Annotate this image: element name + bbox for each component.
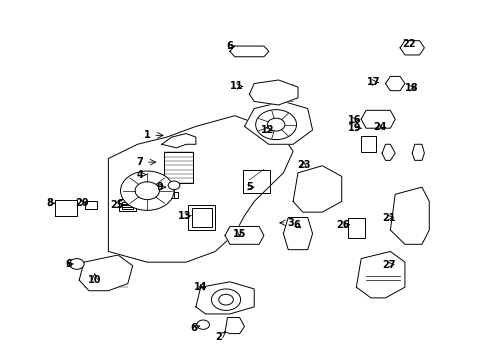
Polygon shape: [244, 102, 312, 144]
Polygon shape: [229, 46, 268, 57]
Text: 23: 23: [297, 159, 310, 170]
Bar: [361, 136, 375, 152]
Bar: [122, 202, 133, 204]
Text: 9: 9: [156, 182, 163, 192]
Bar: [191, 208, 211, 227]
Text: 14: 14: [194, 282, 207, 292]
Polygon shape: [79, 255, 132, 291]
Circle shape: [218, 294, 233, 305]
Circle shape: [267, 118, 285, 131]
Text: 17: 17: [366, 77, 380, 87]
Text: 16: 16: [347, 115, 361, 125]
Text: 18: 18: [404, 83, 417, 93]
Text: 6: 6: [226, 41, 233, 51]
Text: 2: 2: [215, 332, 222, 342]
Text: 21: 21: [382, 212, 395, 222]
Polygon shape: [249, 80, 297, 105]
Text: 15: 15: [232, 229, 246, 239]
Text: 6: 6: [292, 220, 299, 230]
Circle shape: [255, 110, 296, 140]
Polygon shape: [55, 200, 77, 216]
Polygon shape: [399, 41, 424, 55]
Text: 10: 10: [88, 275, 102, 285]
Circle shape: [168, 181, 180, 190]
Polygon shape: [162, 134, 196, 148]
Bar: [170, 192, 178, 198]
Polygon shape: [224, 318, 244, 334]
Polygon shape: [389, 187, 428, 244]
Text: 27: 27: [382, 260, 395, 270]
Polygon shape: [361, 111, 394, 128]
Circle shape: [120, 171, 174, 210]
Polygon shape: [292, 166, 341, 212]
Bar: [122, 207, 133, 209]
Bar: [264, 127, 283, 134]
Text: 24: 24: [372, 122, 386, 132]
Text: 19: 19: [347, 123, 361, 133]
Text: 3: 3: [287, 218, 293, 228]
Text: 12: 12: [260, 125, 274, 135]
Polygon shape: [356, 251, 404, 298]
Circle shape: [69, 258, 84, 269]
Bar: [122, 204, 133, 207]
Text: 13: 13: [178, 211, 191, 221]
Text: 22: 22: [401, 39, 415, 49]
Bar: [164, 152, 193, 183]
Text: 1: 1: [143, 130, 150, 140]
Polygon shape: [196, 282, 254, 314]
Bar: [145, 176, 154, 184]
Circle shape: [197, 320, 209, 329]
Polygon shape: [381, 144, 394, 160]
Text: 6: 6: [190, 323, 196, 333]
Polygon shape: [224, 226, 264, 244]
Bar: [243, 170, 269, 193]
Text: 6: 6: [65, 259, 72, 269]
Polygon shape: [283, 217, 312, 249]
Polygon shape: [411, 144, 424, 160]
Text: 20: 20: [75, 198, 88, 207]
Text: 11: 11: [229, 81, 243, 91]
Bar: [85, 201, 97, 210]
Bar: [188, 205, 215, 230]
Text: 25: 25: [110, 200, 123, 210]
Text: 5: 5: [245, 182, 252, 192]
Text: 26: 26: [336, 220, 349, 230]
Text: 4: 4: [136, 170, 143, 180]
Circle shape: [211, 289, 240, 310]
Bar: [260, 126, 286, 138]
Bar: [119, 199, 136, 211]
Text: 8: 8: [46, 198, 53, 208]
Polygon shape: [108, 116, 292, 262]
Bar: [347, 219, 364, 238]
Circle shape: [135, 182, 159, 200]
Text: 7: 7: [136, 157, 143, 167]
Polygon shape: [385, 76, 404, 91]
